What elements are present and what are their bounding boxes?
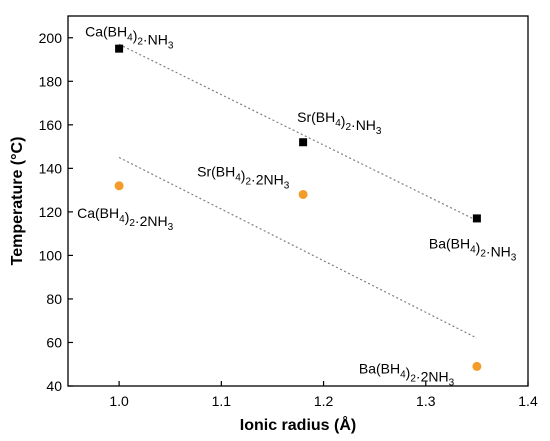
point-label: Ba(BH4)2·2NH3 (359, 360, 455, 388)
data-point-square (472, 214, 481, 223)
data-point-circle (298, 189, 308, 199)
data-point-circle (472, 361, 482, 371)
y-tick-label: 100 (39, 247, 63, 263)
x-axis-title: Ionic radius (Å) (240, 415, 356, 434)
plot-frame (67, 15, 529, 387)
y-tick-label: 60 (46, 334, 62, 350)
point-label: Sr(BH4)2·NH3 (297, 109, 382, 137)
y-tick-label: 40 (46, 378, 62, 394)
data-point-square (299, 138, 308, 147)
y-tick-label: 160 (39, 117, 63, 133)
point-label: Ba(BH4)2·NH3 (429, 235, 517, 263)
trend-line (118, 156, 478, 339)
point-labels: Ca(BH4)2·NH3 Sr(BH4)2·NH3 Ba(BH4)2·NH3 Ca(B… (77, 24, 517, 389)
x-tick-label: 1.3 (416, 393, 436, 409)
trend-line (118, 43, 478, 222)
data-point-square (115, 44, 124, 53)
data-point-circle (114, 181, 124, 191)
data-points (114, 44, 482, 371)
y-axis-title: Temperature (°C) (9, 137, 26, 266)
y-tick-label: 180 (39, 73, 63, 89)
point-label: Ca(BH4)2·2NH3 (77, 205, 173, 233)
x-tick-label: 1.4 (518, 393, 538, 409)
trend-lines (118, 43, 478, 339)
x-tick-label: 1.2 (314, 393, 334, 409)
y-tick-label: 80 (46, 291, 62, 307)
point-label: Ca(BH4)2·NH3 (85, 24, 174, 52)
x-tick-label: 1.0 (109, 393, 129, 409)
axis-ticks: 1.0 1.1 1.2 1.3 1.4 40 60 80 100 120 140 160 180 200 (39, 30, 538, 409)
y-tick-label: 140 (39, 160, 63, 176)
x-tick-label: 1.1 (212, 393, 232, 409)
point-label: Sr(BH4)2·2NH3 (197, 163, 290, 191)
y-tick-label: 120 (39, 204, 63, 220)
y-tick-label: 200 (39, 30, 63, 46)
